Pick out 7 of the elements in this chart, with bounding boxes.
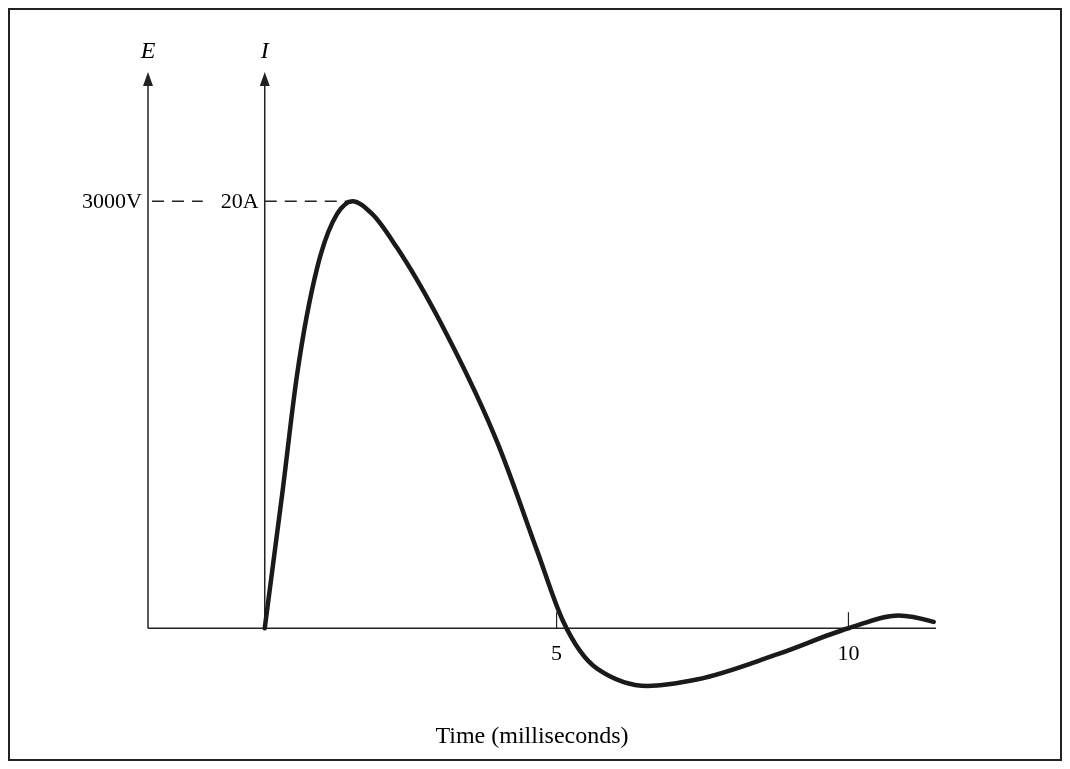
x-tick-label: 10: [837, 640, 860, 666]
text: 3000V: [82, 188, 143, 214]
x-axis-title: Time (milliseconds): [435, 722, 629, 748]
text: I: [259, 37, 270, 63]
annotation: 20A: [220, 188, 259, 214]
x-tick-label: 5: [551, 640, 563, 666]
text: E: [139, 37, 156, 63]
